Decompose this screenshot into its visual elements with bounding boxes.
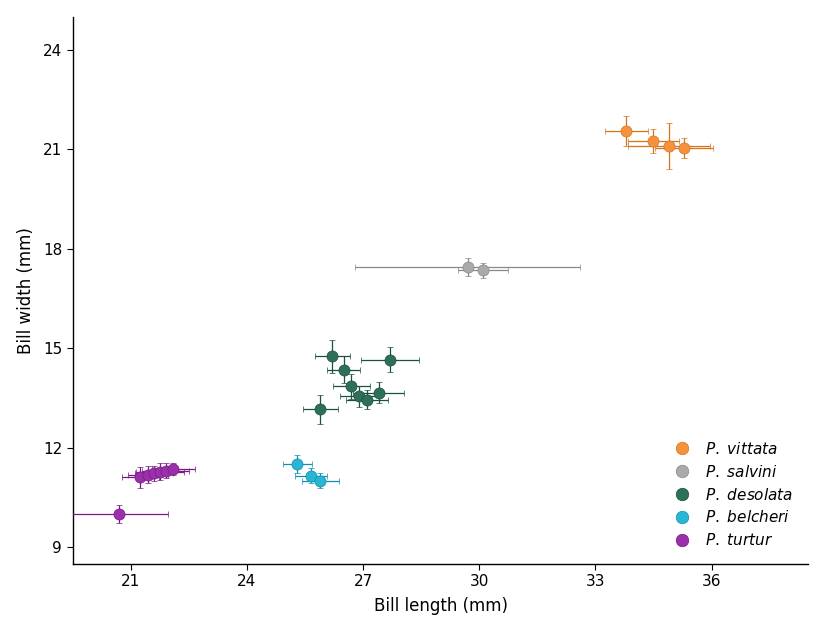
Y-axis label: Bill width (mm): Bill width (mm) xyxy=(16,227,35,353)
X-axis label: Bill length (mm): Bill length (mm) xyxy=(374,597,507,616)
Legend: $\it{P.\ vittata}$, $\it{P.\ salvini}$, $\it{P.\ desolata}$, $\it{P.\ belcheri}$: $\it{P.\ vittata}$, $\it{P.\ salvini}$, … xyxy=(659,433,801,556)
